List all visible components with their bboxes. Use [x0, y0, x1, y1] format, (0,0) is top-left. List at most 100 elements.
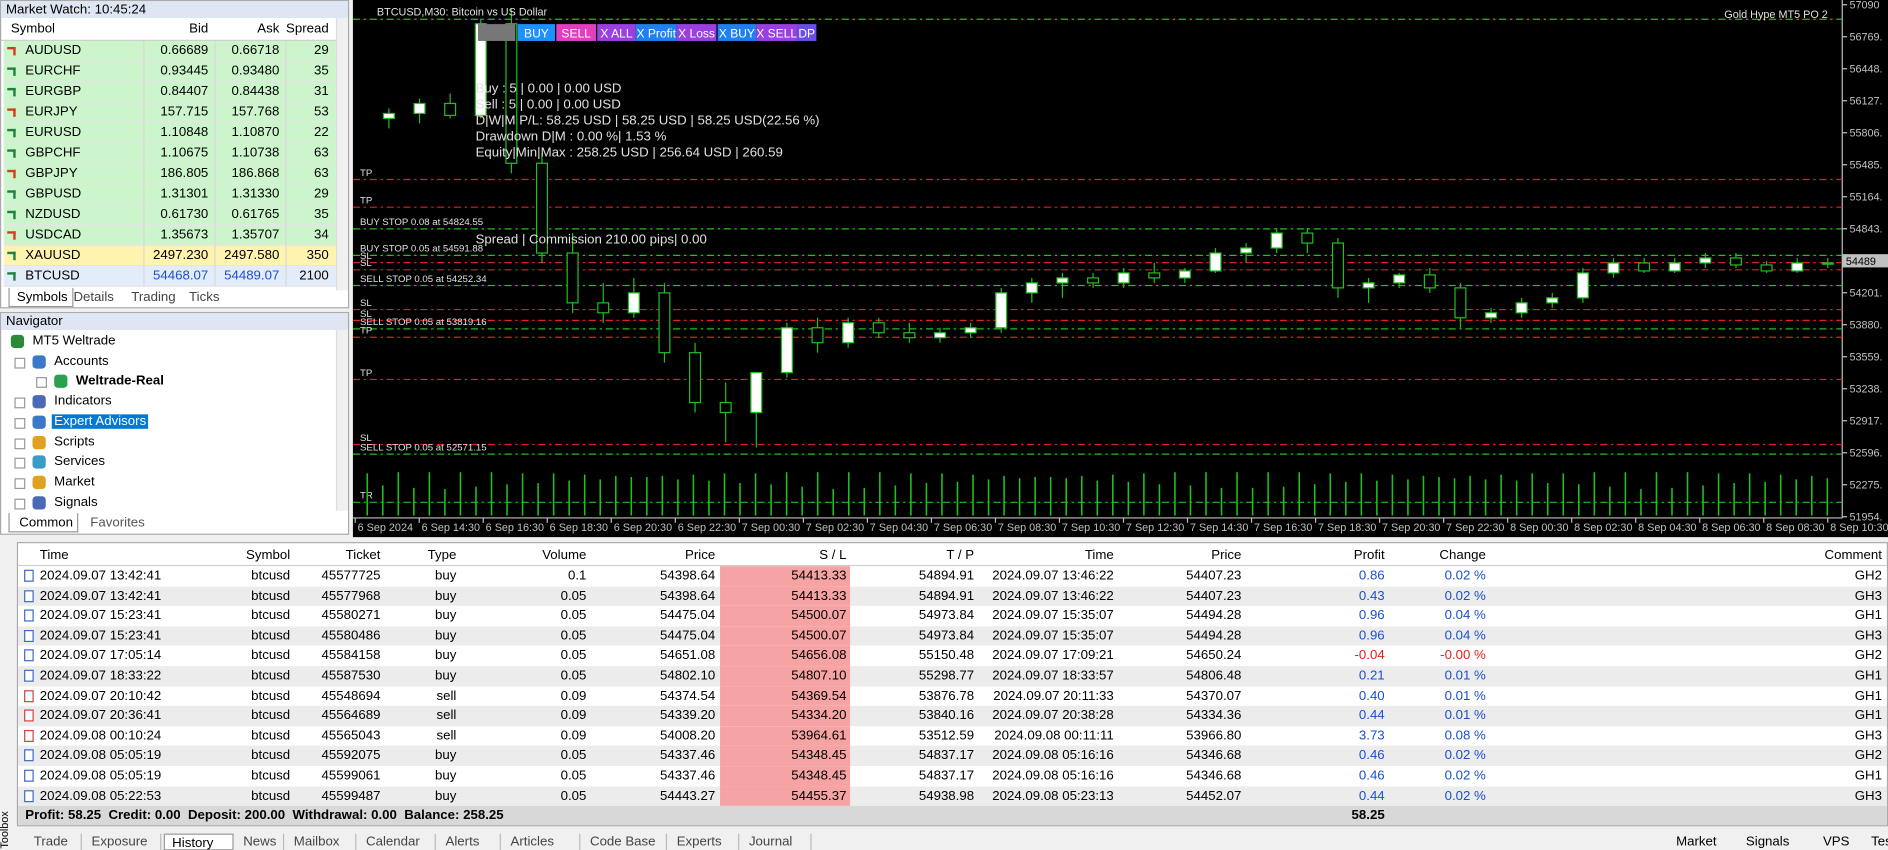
- table-row[interactable]: [18, 706, 1887, 727]
- toolbox-tab[interactable]: Alerts: [438, 833, 501, 850]
- symbol-row[interactable]: EURGBP 0.84407 0.84438 31: [3, 81, 336, 103]
- table-cell: 54337.46: [659, 768, 716, 783]
- table-row[interactable]: [18, 666, 1887, 687]
- toolbox-tab[interactable]: Experts: [669, 833, 740, 850]
- symbol-cell: 0.66689: [160, 43, 209, 58]
- symbol-row[interactable]: AUDUSD 0.66689 0.66718 29: [3, 40, 336, 62]
- panel-tab[interactable]: Favorites: [90, 515, 145, 531]
- symbol-row[interactable]: NZDUSD 0.61730 0.61765 35: [3, 204, 336, 226]
- toolbox-tab[interactable]: Exposure: [84, 833, 162, 850]
- info-line: Drawdown D|M : 0.00 %| 1.53 %: [476, 128, 667, 143]
- panel-tab[interactable]: Symbols: [8, 287, 74, 308]
- table-row[interactable]: [18, 586, 1887, 607]
- trade-button[interactable]: [717, 24, 757, 41]
- y-tick-label: 56769.: [1849, 31, 1882, 43]
- candle-body: [1821, 262, 1834, 265]
- table-cell: 0.96: [1358, 628, 1385, 643]
- toolbox-right-tab[interactable]: VPS: [1822, 834, 1850, 850]
- expander[interactable]: [14, 417, 26, 429]
- order-line-label: TP: [360, 196, 372, 207]
- tree-item[interactable]: Signals: [54, 494, 98, 510]
- expander[interactable]: [14, 478, 26, 489]
- trade-button[interactable]: [556, 24, 597, 41]
- table-row[interactable]: [18, 646, 1887, 667]
- tree-item[interactable]: Services: [54, 454, 105, 469]
- expander[interactable]: [14, 457, 26, 469]
- expander[interactable]: [36, 377, 47, 389]
- expander[interactable]: [14, 397, 26, 409]
- cell-divider: [143, 163, 145, 185]
- trade-button[interactable]: [517, 24, 556, 41]
- tree-item[interactable]: Weltrade-Real: [75, 373, 164, 389]
- table-row[interactable]: [18, 746, 1887, 767]
- trade-button[interactable]: [797, 24, 817, 41]
- trade-button[interactable]: [676, 24, 717, 41]
- table-cell: 45587530: [321, 668, 381, 683]
- panel-tab[interactable]: Details: [73, 290, 114, 305]
- toolbox-tab[interactable]: Trade: [26, 833, 82, 850]
- toolbox-close[interactable]: [4, 544, 14, 554]
- table-cell: 54806.48: [1186, 668, 1242, 683]
- table-cell: 0.01 %: [1444, 708, 1486, 723]
- symbol-row[interactable]: EURUSD 1.10848 1.10870 22: [3, 122, 336, 144]
- table-cell: 2024.09.07 13:42:41: [39, 588, 162, 603]
- toolbox-tab[interactable]: News: [236, 833, 285, 850]
- panel-tab[interactable]: Ticks: [189, 290, 220, 305]
- table-row[interactable]: [18, 626, 1887, 647]
- tree-item[interactable]: Scripts: [54, 434, 95, 449]
- sl-cell-bg: [720, 766, 851, 787]
- symbol-cell: 0.93445: [160, 63, 209, 79]
- expander[interactable]: [14, 357, 26, 369]
- symbol-row[interactable]: GBPCHF 1.10675 1.10738 63: [3, 143, 336, 164]
- symbol-row[interactable]: BTCUSD 54468.07 54489.07 2100: [3, 266, 336, 287]
- expander[interactable]: [14, 437, 26, 449]
- cell-divider: [143, 81, 145, 103]
- symbol-row[interactable]: USDCAD 1.35673 1.35707 34: [3, 225, 336, 246]
- trade-button[interactable]: [635, 24, 677, 41]
- panel-tab[interactable]: Common: [8, 513, 79, 533]
- tree-item[interactable]: Expert Advisors: [51, 414, 149, 429]
- candle-body: [1301, 232, 1314, 244]
- table-cell: 0.08 %: [1444, 728, 1486, 743]
- tree-item[interactable]: Indicators: [54, 394, 112, 409]
- symbol-row[interactable]: XAUUSD 2497.230 2497.580 350: [3, 245, 336, 267]
- table-cell: 0.96: [1358, 608, 1385, 623]
- toolbox-tab[interactable]: Mailbox: [287, 833, 357, 850]
- expander[interactable]: [14, 498, 26, 510]
- toolbox-right-tab[interactable]: Tes: [1871, 834, 1888, 850]
- toolbox-right-tab[interactable]: Market: [1676, 834, 1717, 850]
- table-row[interactable]: [18, 766, 1887, 787]
- table-cell: 45580271: [321, 608, 381, 623]
- symbol-row[interactable]: GBPJPY 186.805 186.868 63: [3, 163, 336, 185]
- symbol-cell: 157.715: [160, 104, 209, 120]
- toolbox-right-tab[interactable]: Signals: [1745, 834, 1790, 850]
- symbol-row[interactable]: EURCHF 0.93445 0.93480 35: [3, 61, 336, 82]
- tree-item[interactable]: MT5 Weltrade: [32, 333, 116, 349]
- symbol-cell: BTCUSD: [25, 268, 80, 284]
- table-row[interactable]: [18, 686, 1887, 707]
- table-cell: 53964.61: [791, 728, 847, 743]
- toolbox-tab[interactable]: Journal: [742, 833, 812, 850]
- table-row[interactable]: [18, 726, 1887, 747]
- tree-item[interactable]: Market: [54, 474, 95, 489]
- x-tick-label: 8 Sep 06:30: [1702, 522, 1760, 534]
- tree-item[interactable]: Accounts: [54, 353, 109, 369]
- toolbox-tab[interactable]: Code Base: [583, 833, 668, 850]
- table-cell: buy: [434, 668, 457, 683]
- table-cell: 3.73: [1358, 728, 1385, 743]
- table-cell: 54494.28: [1186, 628, 1242, 643]
- table-row[interactable]: [18, 606, 1887, 627]
- table-row[interactable]: [18, 786, 1887, 807]
- table-cell: 54348.45: [791, 768, 847, 783]
- table-row[interactable]: [18, 566, 1887, 587]
- symbol-row[interactable]: GBPUSD 1.31301 1.31330 29: [3, 184, 336, 205]
- table-cell: 2024.09.08 05:05:19: [39, 748, 162, 763]
- toolbox-tab[interactable]: Calendar: [359, 833, 436, 850]
- trade-button[interactable]: [756, 24, 798, 41]
- x-tick-label: 7 Sep 04:30: [870, 522, 928, 534]
- symbol-row[interactable]: EURJPY 157.715 157.768 53: [3, 102, 336, 123]
- panel-tab[interactable]: Trading: [131, 290, 176, 305]
- trade-button[interactable]: [597, 24, 636, 41]
- toolbox-tab[interactable]: Articles: [503, 833, 581, 850]
- trade-button-label: X BUY: [719, 26, 755, 40]
